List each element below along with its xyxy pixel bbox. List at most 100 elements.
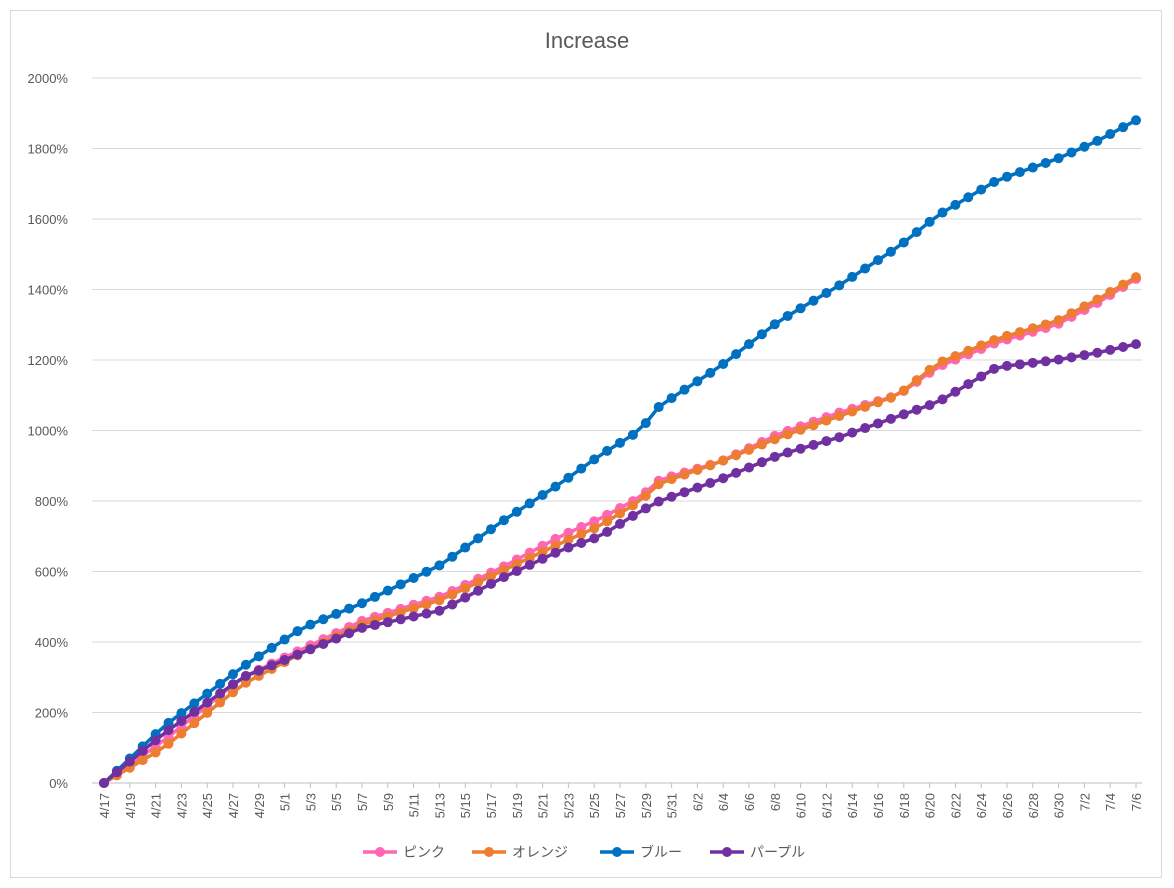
data-point: [976, 340, 987, 351]
legend-label: オレンジ: [512, 845, 568, 861]
data-point: [911, 375, 922, 386]
data-point: [550, 540, 561, 551]
data-point: [769, 434, 780, 445]
data-point: [989, 176, 1000, 187]
y-tick-label: 800%: [35, 494, 69, 509]
legend-item: ブルー: [600, 844, 682, 861]
data-point: [756, 439, 767, 450]
x-tick-label: 5/21: [536, 793, 551, 818]
data-point: [808, 420, 819, 431]
legend-swatch-marker: [722, 847, 732, 857]
x-tick-label: 5/13: [432, 793, 447, 818]
data-point: [885, 413, 896, 424]
data-point: [744, 444, 754, 455]
x-tick-label: 5/7: [355, 793, 370, 811]
data-point: [705, 367, 716, 378]
data-point: [331, 633, 342, 644]
data-point: [447, 589, 458, 600]
data-point: [331, 608, 342, 619]
x-tick-label: 5/11: [407, 793, 422, 817]
data-point: [163, 717, 174, 728]
data-point: [1040, 319, 1051, 330]
data-point: [279, 654, 290, 665]
y-tick-label: 1200%: [28, 353, 69, 368]
data-point: [589, 533, 600, 544]
data-point: [1118, 279, 1129, 290]
data-point: [228, 669, 238, 680]
data-point: [808, 439, 819, 450]
data-point: [1105, 344, 1116, 355]
data-point: [550, 547, 561, 558]
data-point: [537, 490, 548, 501]
data-point: [1092, 347, 1103, 358]
data-point: [950, 199, 961, 210]
data-point: [795, 424, 806, 435]
data-point: [731, 349, 742, 360]
data-point: [369, 591, 380, 602]
data-point: [679, 469, 690, 480]
data-point: [434, 560, 445, 571]
data-point: [266, 642, 277, 653]
data-point: [602, 516, 613, 527]
data-point: [421, 566, 432, 577]
data-point: [950, 386, 961, 397]
x-tick-label: 5/29: [639, 793, 654, 818]
data-point: [511, 566, 522, 577]
data-point: [150, 747, 161, 758]
data-point: [318, 614, 329, 625]
data-point: [524, 498, 535, 509]
x-tick-label: 6/16: [871, 793, 886, 818]
x-tick-label: 7/6: [1129, 793, 1144, 811]
data-point: [498, 565, 509, 576]
series-line: [102, 342, 1137, 785]
data-point: [653, 402, 664, 413]
y-tick-label: 1800%: [28, 142, 69, 157]
data-point: [163, 738, 174, 749]
data-point: [421, 608, 432, 619]
data-point: [679, 384, 690, 395]
data-point: [1092, 135, 1103, 146]
data-point: [357, 598, 367, 609]
data-point: [202, 688, 213, 699]
data-point: [1105, 287, 1116, 298]
data-point: [666, 491, 677, 502]
data-point: [240, 659, 251, 670]
data-point: [705, 460, 716, 471]
data-point: [292, 626, 303, 637]
data-point: [498, 515, 509, 526]
x-tick-label: 4/21: [149, 793, 164, 818]
y-tick-label: 0%: [49, 776, 68, 791]
data-point: [215, 688, 226, 699]
x-tick-label: 5/15: [458, 793, 473, 818]
data-point: [782, 447, 793, 458]
data-point: [202, 697, 213, 708]
data-point: [563, 534, 574, 545]
x-tick-label: 4/23: [174, 793, 189, 818]
data-point: [240, 671, 251, 682]
data-point: [486, 524, 496, 535]
series-3: [99, 339, 1141, 788]
data-point: [769, 319, 780, 330]
data-point: [782, 310, 793, 321]
data-point: [176, 715, 187, 726]
x-tick-label: 7/2: [1077, 793, 1092, 811]
data-point: [666, 474, 677, 485]
x-tick-label: 5/19: [510, 793, 525, 818]
data-point: [357, 622, 367, 633]
data-point: [124, 756, 135, 767]
y-tick-label: 1400%: [28, 283, 69, 298]
data-point: [382, 585, 393, 596]
data-point: [821, 436, 832, 447]
data-point: [640, 503, 651, 514]
data-point: [563, 527, 574, 538]
data-point: [434, 595, 445, 606]
data-point: [460, 592, 471, 603]
data-point: [769, 451, 780, 462]
data-point: [873, 418, 883, 429]
data-point: [189, 718, 200, 729]
y-axis-ticks: 0% 200% 400% 600% 800% 1000% 1200% 1400% 1600% 18…: [28, 71, 69, 791]
data-point: [189, 706, 200, 717]
data-point: [640, 490, 651, 501]
series-2: [99, 115, 1141, 788]
x-tick-label: 6/28: [1026, 793, 1041, 818]
